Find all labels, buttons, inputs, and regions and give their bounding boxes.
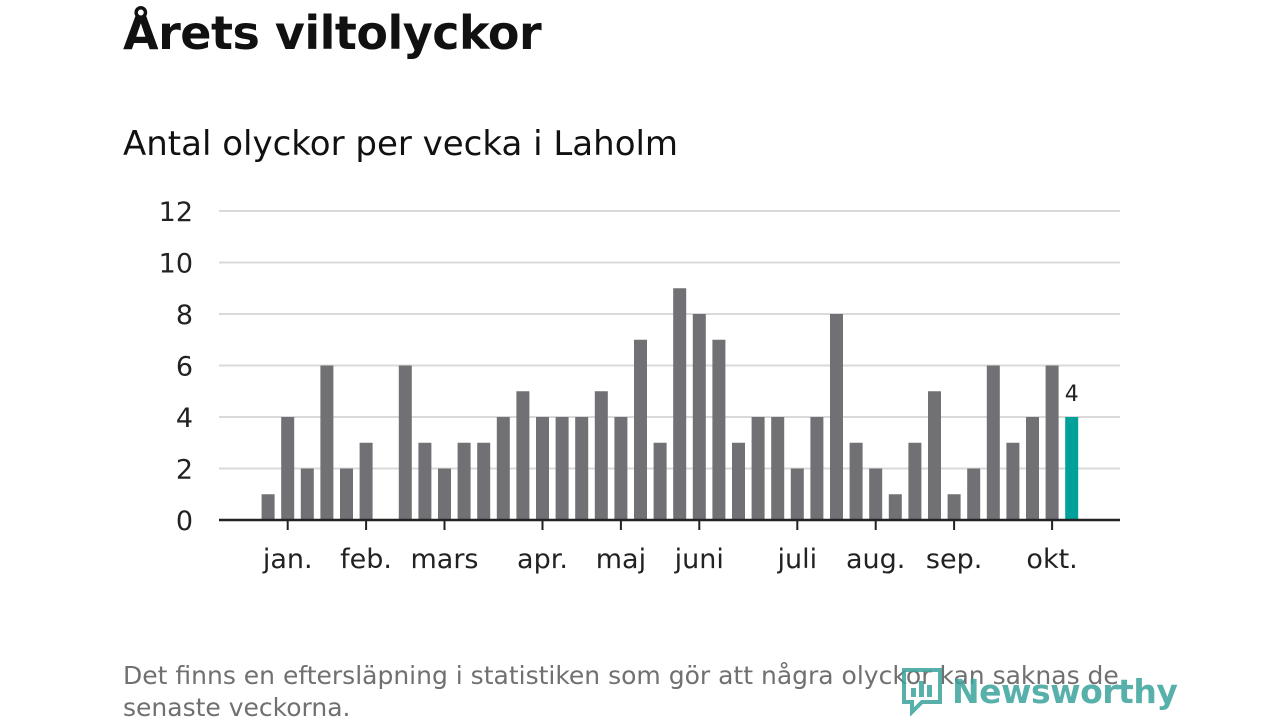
x-tick-label: aug. [846,544,905,575]
bar [300,468,314,520]
footnote: Det finns en eftersläpning i statistiken… [123,661,1119,722]
x-axis [219,518,1120,530]
bar [849,442,863,520]
bar [751,417,765,520]
bar [575,417,589,520]
bar [732,442,745,520]
bar [634,339,647,520]
bar [692,314,706,520]
x-tick-label: feb. [340,544,392,575]
y-tick-label: 2 [176,455,193,486]
x-tick-label: maj [596,544,646,575]
bar [790,468,804,520]
y-tick-label: 4 [176,403,193,434]
bar [1006,442,1020,520]
bars [261,288,1079,520]
bar [614,417,628,520]
bar [281,417,295,520]
bar-chart: 0 2 4 6 8 10 12 4 jan. feb. mars apr. maj juni juli aug… [159,197,1120,575]
newsworthy-logo: Newsworthy [900,666,1178,716]
bar [340,468,353,520]
bar [967,468,981,520]
bar [869,468,883,520]
chart-title: Årets viltolyckor [123,6,542,60]
bar [1045,365,1059,520]
bar [908,442,922,520]
bar [438,468,451,520]
bar [771,417,785,520]
bar [261,494,275,520]
bar [555,417,569,520]
bar [320,365,334,520]
x-tick-label: jan. [262,544,313,575]
bar [830,314,843,520]
y-tick-label: 12 [159,197,193,228]
bar [928,391,941,520]
newsworthy-logo-icon [902,668,942,716]
y-tick-label: 6 [176,352,193,383]
y-tick-label: 8 [176,300,193,331]
axis-labels: 0 2 4 6 8 10 12 4 jan. feb. mars apr. maj juni juli aug… [159,197,1079,575]
y-tick-label: 10 [159,249,193,280]
bar [496,417,510,520]
x-tick-label: apr. [517,544,568,575]
bar [516,391,530,520]
bar [457,442,471,520]
bar [810,417,824,520]
bar [594,391,608,520]
bar [418,442,432,520]
bar [653,442,667,520]
x-tick-label: mars [410,544,478,575]
bar [888,494,902,520]
bar [986,365,1000,520]
bar [536,417,549,520]
highlight-data-label: 4 [1065,382,1079,407]
chart-subtitle: Antal olyckor per vecka i Laholm [123,124,679,164]
bar [477,442,491,520]
gridlines [219,210,1120,470]
x-tick-label: sep. [926,544,982,575]
x-tick-label: juni [674,544,724,575]
x-tick-label: okt. [1026,544,1077,575]
bar [398,365,412,520]
bar [1026,417,1039,520]
bar [673,288,687,520]
bar [712,339,726,520]
bar [359,442,373,520]
bar [947,494,961,520]
newsworthy-logo-text: Newsworthy [952,671,1178,711]
y-tick-label: 0 [176,506,193,537]
bar-highlight [1065,417,1079,520]
x-tick-label: juli [776,544,817,575]
